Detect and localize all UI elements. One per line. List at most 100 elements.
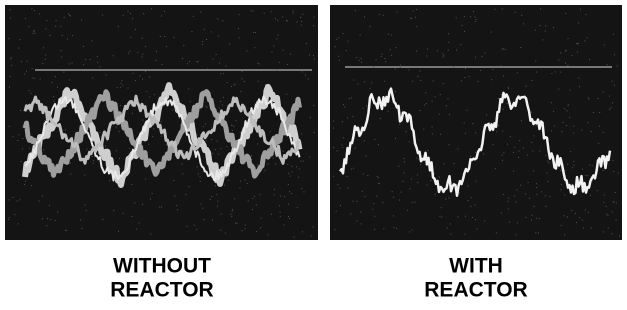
noise xyxy=(252,198,253,199)
noise xyxy=(8,38,9,39)
noise xyxy=(24,184,25,185)
noise xyxy=(472,123,473,124)
noise xyxy=(67,39,68,40)
noise xyxy=(301,188,302,189)
noise xyxy=(197,166,198,167)
noise xyxy=(448,42,449,43)
noise xyxy=(211,127,212,128)
noise xyxy=(570,151,571,152)
noise xyxy=(43,123,44,124)
noise xyxy=(335,229,336,230)
noise xyxy=(258,81,259,82)
noise xyxy=(164,11,165,12)
noise xyxy=(31,8,32,9)
noise xyxy=(471,197,472,198)
noise xyxy=(367,175,368,176)
noise xyxy=(190,101,191,102)
noise xyxy=(364,140,365,141)
noise xyxy=(182,164,183,165)
noise xyxy=(92,156,93,157)
noise xyxy=(516,201,517,202)
noise xyxy=(290,176,291,177)
noise xyxy=(64,17,65,18)
noise xyxy=(130,37,131,38)
noise xyxy=(561,184,562,185)
noise xyxy=(11,57,12,58)
noise xyxy=(252,209,253,210)
noise xyxy=(563,122,564,123)
noise xyxy=(344,107,345,108)
noise xyxy=(57,87,58,88)
noise xyxy=(197,61,198,62)
noise xyxy=(187,226,188,227)
noise xyxy=(545,31,546,32)
noise xyxy=(578,78,579,79)
noise xyxy=(587,37,588,38)
noise xyxy=(531,215,532,216)
noise xyxy=(592,165,593,166)
noise xyxy=(210,199,211,200)
noise xyxy=(173,37,174,38)
noise xyxy=(97,62,98,63)
noise xyxy=(545,206,546,207)
noise xyxy=(532,151,533,152)
noise xyxy=(369,88,370,89)
noise xyxy=(294,237,295,238)
noise xyxy=(235,222,236,223)
noise xyxy=(92,77,93,78)
noise xyxy=(9,126,10,127)
noise xyxy=(560,72,561,73)
noise xyxy=(465,216,466,217)
noise xyxy=(12,136,13,137)
noise xyxy=(254,196,255,197)
noise xyxy=(69,15,70,16)
noise xyxy=(237,223,238,224)
noise xyxy=(283,151,284,152)
noise xyxy=(32,68,33,69)
noise xyxy=(536,218,537,219)
noise xyxy=(435,194,436,195)
noise xyxy=(352,116,353,117)
noise xyxy=(303,191,304,192)
noise xyxy=(134,202,135,203)
noise xyxy=(362,108,363,109)
noise xyxy=(509,222,510,223)
noise xyxy=(268,164,269,165)
noise xyxy=(253,11,254,12)
noise xyxy=(119,131,120,132)
noise xyxy=(297,22,298,23)
noise xyxy=(411,18,412,19)
noise xyxy=(432,126,433,127)
noise xyxy=(148,144,149,145)
noise xyxy=(182,58,183,59)
noise xyxy=(503,152,504,153)
noise xyxy=(395,68,396,69)
noise xyxy=(161,121,162,122)
noise xyxy=(39,200,40,201)
noise xyxy=(533,206,534,207)
noise xyxy=(588,212,589,213)
noise xyxy=(102,219,103,220)
noise xyxy=(197,61,198,62)
noise xyxy=(493,144,494,145)
noise xyxy=(384,58,385,59)
noise xyxy=(441,207,442,208)
noise xyxy=(55,26,56,27)
noise xyxy=(34,30,35,31)
noise xyxy=(502,131,503,132)
noise xyxy=(212,153,213,154)
noise xyxy=(514,147,515,148)
noise xyxy=(222,20,223,21)
noise xyxy=(49,205,50,206)
noise xyxy=(604,44,605,45)
noise xyxy=(351,97,352,98)
noise xyxy=(333,121,334,122)
noise xyxy=(182,173,183,174)
noise xyxy=(362,174,363,175)
noise xyxy=(536,183,537,184)
noise xyxy=(289,218,290,219)
noise xyxy=(260,227,261,228)
noise xyxy=(613,201,614,202)
noise xyxy=(292,171,293,172)
noise xyxy=(539,151,540,152)
